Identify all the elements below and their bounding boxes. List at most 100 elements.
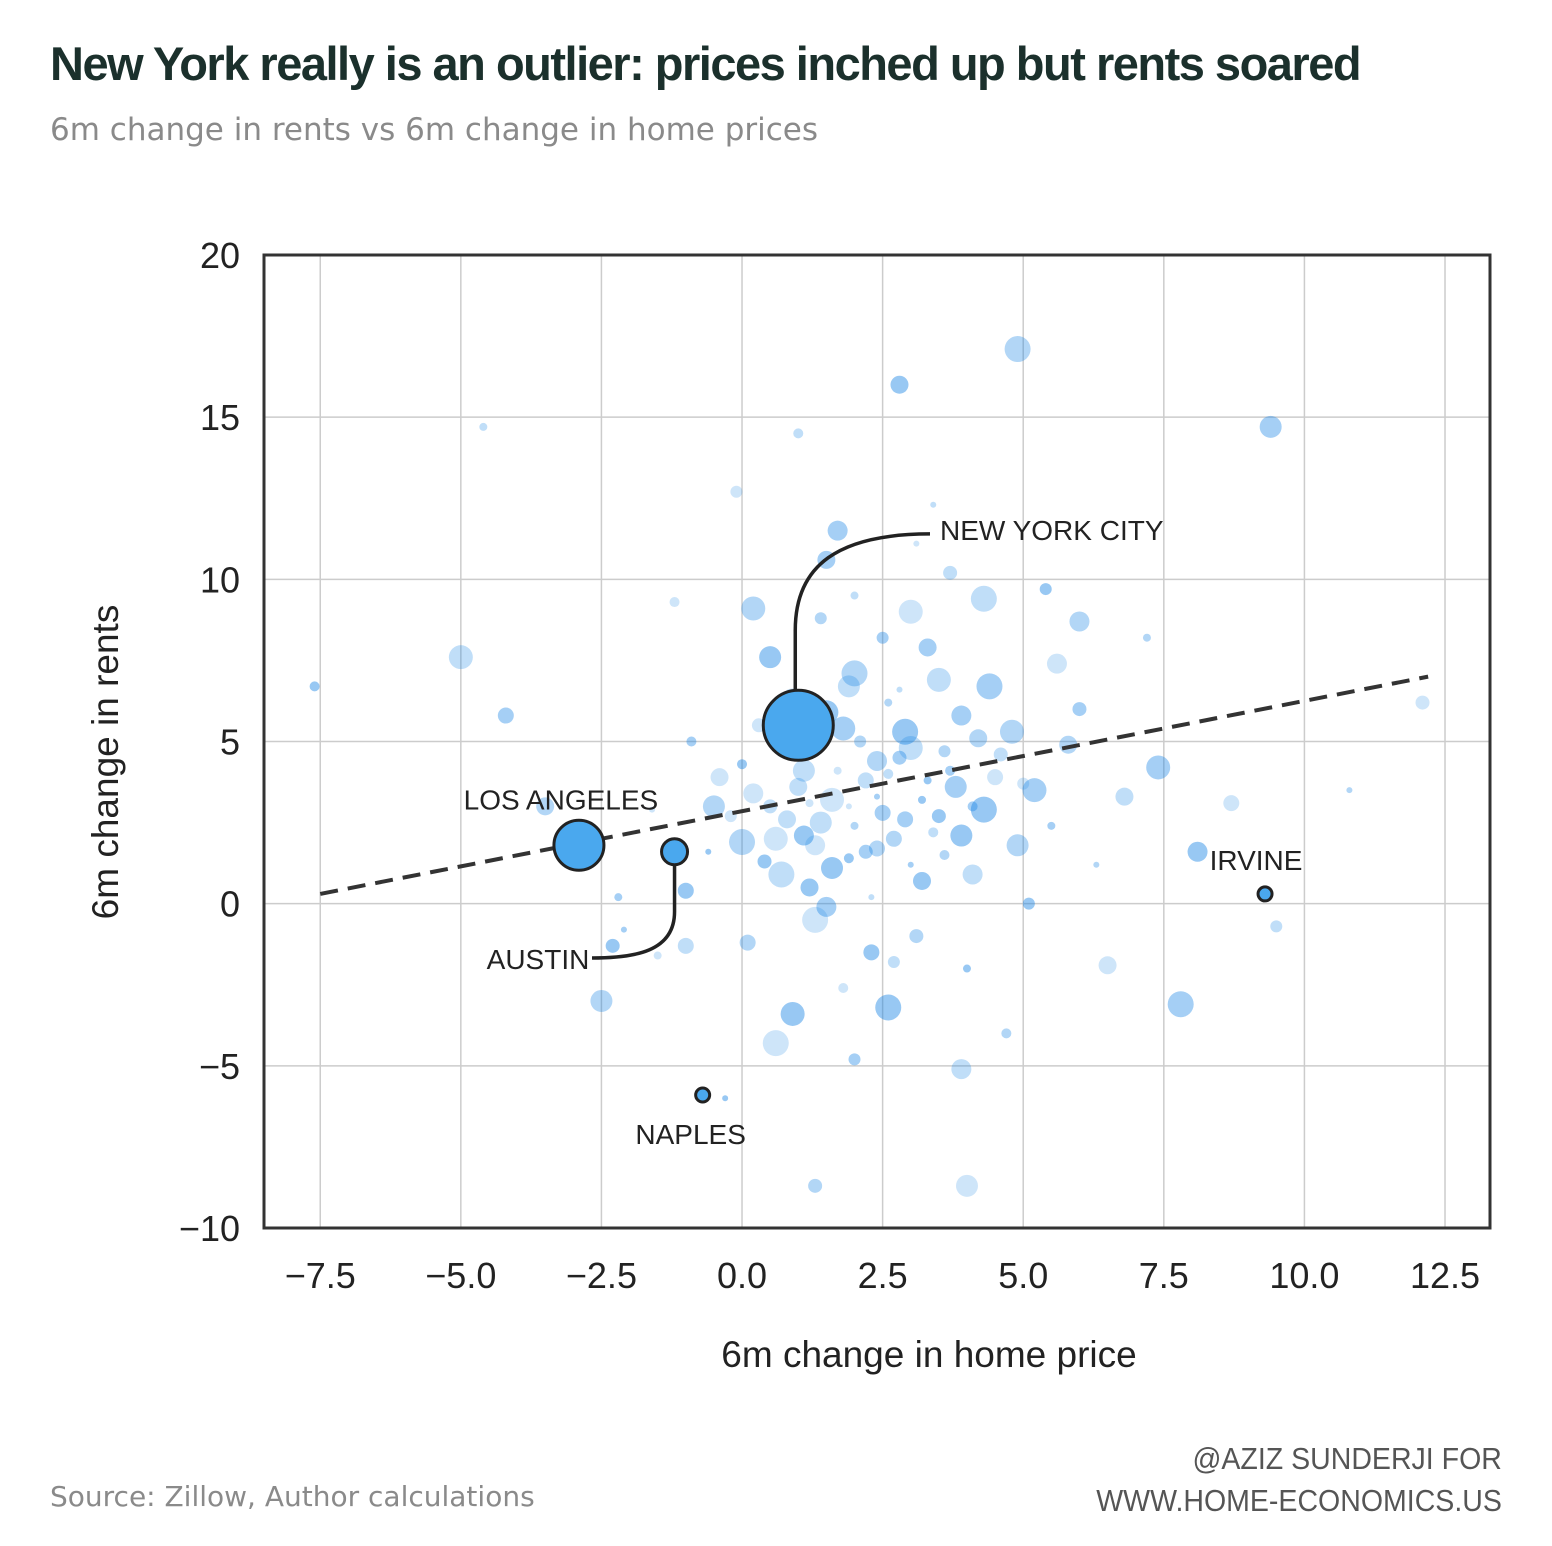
leader-lines	[591, 532, 931, 960]
data-bubble	[1346, 787, 1353, 794]
data-bubble	[710, 768, 729, 787]
data-bubble	[614, 893, 623, 902]
y-tick-label: 10	[200, 559, 240, 600]
y-tick-label: −5	[199, 1046, 240, 1087]
data-bubble	[928, 827, 939, 838]
credit-line-2: WWW.HOME-ECONOMICS.US	[1096, 1483, 1502, 1518]
data-bubble	[868, 894, 875, 901]
data-bubble	[867, 750, 887, 771]
data-bubble	[926, 667, 951, 692]
leader-line-austin	[591, 864, 677, 960]
data-bubble	[987, 769, 1004, 786]
data-bubble	[909, 929, 924, 944]
credit-line-1: @AZIZ SUNDERJI FOR	[1192, 1441, 1502, 1476]
data-bubble	[792, 759, 815, 782]
data-bubble	[907, 861, 914, 868]
data-bubble	[448, 645, 473, 670]
data-bubble	[1022, 778, 1047, 803]
y-tick-label: 20	[200, 235, 240, 276]
data-bubble	[863, 944, 880, 961]
data-bubble	[912, 871, 931, 890]
y-tick-label: −10	[179, 1208, 240, 1249]
data-bubble	[1115, 787, 1134, 806]
data-bubble	[838, 982, 849, 993]
data-bubble	[884, 698, 893, 707]
data-bubble	[497, 707, 514, 724]
data-bubble	[955, 1174, 978, 1197]
data-bubble	[970, 585, 997, 612]
data-bubble	[999, 719, 1024, 744]
data-bubble	[814, 612, 827, 625]
data-bubble	[768, 861, 795, 888]
data-bubble	[869, 840, 885, 857]
x-tick-label: 7.5	[1139, 1255, 1189, 1296]
data-bubble	[827, 520, 848, 541]
data-bubble	[930, 501, 937, 508]
data-bubble	[874, 804, 891, 821]
data-bubble	[1047, 821, 1056, 830]
leader-line-new-york-city	[793, 532, 931, 691]
data-bubble	[729, 829, 756, 856]
data-bubble	[757, 854, 772, 869]
highlighted-bubbles	[552, 688, 1274, 1104]
bubble-naples	[694, 1086, 712, 1104]
data-bubble	[739, 934, 756, 951]
data-bubble	[843, 853, 854, 864]
data-bubble	[1167, 991, 1194, 1018]
data-bubble	[917, 795, 926, 804]
data-bubble	[741, 596, 766, 621]
bubble-irvine	[1256, 885, 1274, 903]
y-tick-label: 0	[220, 884, 240, 925]
data-bubble	[993, 747, 1008, 762]
data-bubble	[848, 1053, 861, 1066]
data-bubble	[943, 565, 958, 580]
data-bubble	[1001, 1028, 1012, 1039]
label-los-angeles: LOS ANGELES	[464, 784, 659, 815]
data-bubble	[874, 793, 880, 800]
data-bubble	[898, 735, 923, 760]
data-bubble	[722, 1095, 729, 1102]
data-bubble	[831, 716, 856, 741]
data-bubble	[962, 864, 983, 885]
data-bubble	[883, 768, 894, 779]
data-bubble	[677, 882, 694, 899]
data-bubble	[885, 830, 902, 847]
data-bubble	[793, 428, 804, 439]
data-bubble	[1146, 755, 1171, 780]
data-bubble	[896, 686, 903, 693]
data-bubble	[669, 597, 680, 608]
data-bubble	[1069, 611, 1090, 632]
data-bubble	[950, 824, 973, 847]
data-bubble	[951, 705, 972, 726]
data-bubble	[970, 796, 997, 823]
data-bubble	[820, 787, 845, 812]
bubble-austin	[660, 837, 690, 867]
data-bubble	[1415, 695, 1430, 710]
plot-frame	[262, 253, 1492, 1230]
data-bubble	[705, 848, 712, 855]
data-bubble	[1259, 415, 1282, 438]
data-bubble	[976, 673, 1003, 700]
data-bubble	[1270, 920, 1283, 933]
bubble-new-york-city	[761, 688, 835, 762]
data-bubble	[1017, 777, 1030, 790]
data-bubble	[923, 776, 932, 785]
data-bubble	[1006, 834, 1029, 857]
data-bubble	[743, 783, 764, 804]
data-bubble	[967, 801, 978, 812]
data-bubble	[833, 766, 842, 775]
data-bubble	[808, 1178, 823, 1193]
data-bubble	[1046, 653, 1067, 674]
data-bubble	[858, 844, 873, 859]
data-bubble	[762, 1030, 789, 1057]
x-tick-label: 10.0	[1269, 1255, 1339, 1296]
y-tick-labels: −10 −5 0 5 10 15 20	[179, 235, 240, 1249]
data-bubble	[780, 1001, 805, 1026]
page-subtitle: 6m change in rents vs 6m change in home …	[50, 112, 818, 148]
data-bubble	[686, 736, 697, 747]
data-bubble	[605, 938, 620, 953]
data-bubble	[892, 750, 907, 765]
data-bubble	[677, 937, 694, 954]
label-irvine: IRVINE	[1210, 845, 1303, 876]
data-bubble	[931, 809, 946, 824]
